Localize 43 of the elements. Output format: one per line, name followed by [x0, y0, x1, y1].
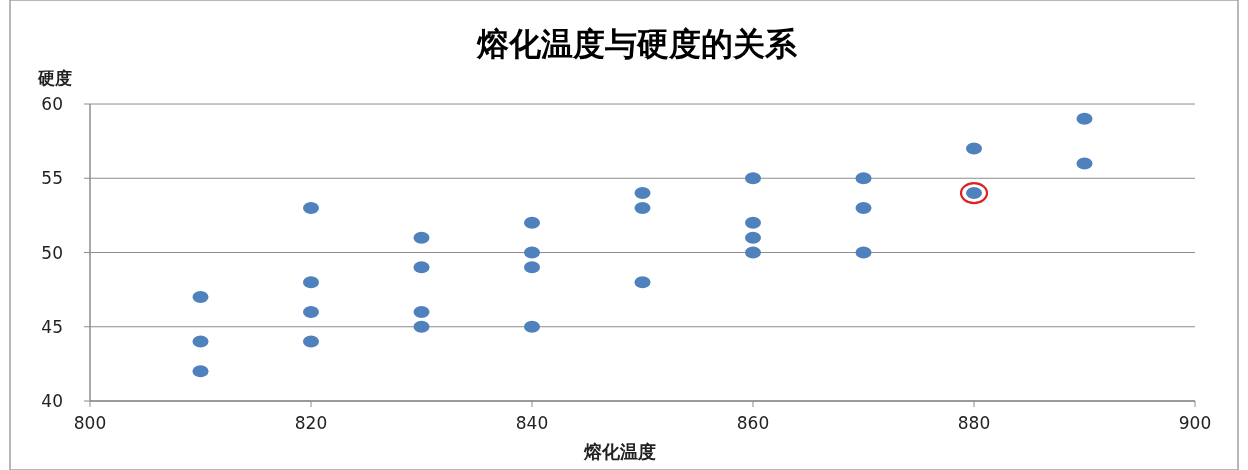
- point: [303, 335, 319, 348]
- point: [524, 246, 540, 259]
- x-tick-label: 840: [515, 413, 549, 433]
- point: [634, 276, 651, 289]
- chart-title: 熔化温度与硬度的关系: [476, 25, 798, 63]
- point: [745, 216, 761, 229]
- y-tick-label: 55: [41, 168, 63, 189]
- x-tick-label: 860: [736, 413, 770, 433]
- point: [524, 261, 540, 274]
- point: [855, 201, 872, 214]
- point: [524, 216, 540, 229]
- point: [413, 305, 430, 318]
- point: [855, 246, 872, 259]
- point: [959, 182, 989, 205]
- point: [192, 365, 209, 378]
- point: [1076, 112, 1093, 125]
- x-tick-label: 880: [957, 413, 991, 433]
- point: [966, 142, 982, 155]
- y-tick-label: 45: [41, 316, 63, 337]
- point: [303, 276, 319, 289]
- point: [745, 231, 761, 244]
- point: [745, 246, 761, 259]
- y-tick-label: 40: [41, 391, 63, 411]
- x-axis-title: 熔化温度: [583, 441, 656, 462]
- point: [413, 231, 430, 244]
- x-tick-label: 900: [1178, 413, 1212, 433]
- point: [855, 172, 872, 185]
- point: [413, 261, 430, 274]
- point: [634, 187, 651, 200]
- point: [192, 291, 209, 304]
- y-tick-label: 50: [41, 242, 63, 263]
- point: [303, 305, 319, 318]
- point: [1076, 157, 1093, 170]
- point: [634, 201, 651, 214]
- y-tick-label: 60: [41, 94, 63, 114]
- x-tick-label: 800: [73, 413, 107, 433]
- point: [524, 320, 540, 333]
- point: [745, 172, 761, 185]
- x-tick-label: 820: [294, 413, 328, 433]
- point: [413, 320, 430, 333]
- point: [192, 335, 209, 348]
- point: [303, 201, 319, 214]
- y-axis-title: 硬度: [37, 68, 72, 88]
